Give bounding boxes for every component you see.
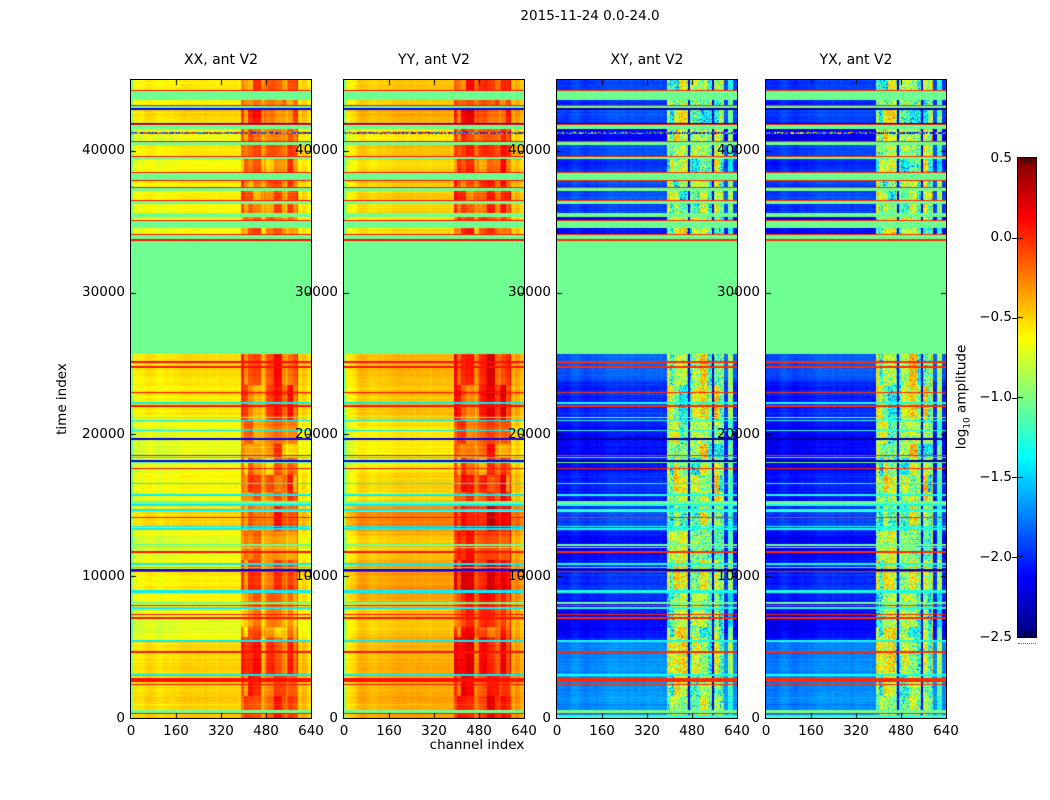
y-tick-label: 10000	[717, 567, 760, 584]
y-tick-label: 20000	[508, 425, 551, 442]
panel-title-xx: XX, ant V2	[184, 52, 258, 68]
x-tick-label: 0	[552, 723, 562, 739]
x-tick-label: 480	[253, 723, 279, 739]
colorbar-tick-label: −2.0	[979, 548, 1012, 565]
x-tick-label: 640	[511, 723, 537, 739]
heatmap-xx	[130, 79, 312, 719]
colorbar-tick-label: −0.5	[979, 309, 1012, 326]
y-tick-label: 40000	[717, 142, 760, 159]
colorbar-tick-label: −2.5	[979, 628, 1012, 645]
y-tick-label: 0	[329, 709, 338, 726]
y-tick-label: 40000	[82, 142, 125, 159]
x-tick-label: 480	[888, 723, 914, 739]
y-tick-label: 20000	[295, 425, 338, 442]
y-tick-label: 30000	[295, 284, 338, 301]
x-tick-label: 160	[798, 723, 824, 739]
colorbar-tick-label: −1.0	[979, 389, 1012, 405]
colorbar-tick-mark	[1012, 477, 1017, 479]
y-tick-label: 0	[542, 709, 551, 726]
colorbar-tick-mark	[1012, 237, 1017, 239]
figure-title: 2015-11-24 0.0-24.0	[520, 8, 660, 24]
x-tick-label: 640	[724, 723, 750, 739]
y-tick-label: 30000	[82, 284, 125, 301]
y-tick-label: 20000	[82, 425, 125, 442]
y-tick-label: 10000	[82, 567, 125, 584]
x-tick-label: 640	[933, 723, 959, 739]
colorbar-tick-mark	[1012, 397, 1017, 399]
x-tick-label: 320	[843, 723, 869, 739]
x-tick-label: 160	[163, 723, 189, 739]
x-tick-label: 320	[421, 723, 447, 739]
x-tick-label: 320	[634, 723, 660, 739]
heatmap-yy	[343, 79, 525, 719]
y-tick-label: 10000	[508, 567, 551, 584]
colorbar-tick-label: −1.5	[979, 468, 1012, 485]
y-tick-label: 0	[751, 709, 760, 726]
x-tick-label: 480	[466, 723, 492, 739]
y-tick-label: 40000	[508, 142, 551, 159]
x-tick-label: 320	[208, 723, 234, 739]
colorbar-tick-mark	[1012, 317, 1017, 319]
colorbar-under-dots	[1018, 643, 1036, 644]
y-tick-label: 30000	[717, 284, 760, 301]
colorbar-tick-mark	[1012, 557, 1017, 559]
panel-title-yx: YX, ant V2	[819, 52, 893, 68]
x-tick-label: 480	[679, 723, 705, 739]
colorbar-gradient	[1017, 157, 1037, 638]
colorbar-tick-label: 0.5	[990, 149, 1012, 166]
x-axis-label: channel index	[429, 737, 525, 753]
y-tick-label: 10000	[295, 567, 338, 584]
y-tick-label: 0	[116, 709, 125, 726]
x-tick-label: 0	[761, 723, 771, 739]
y-axis-label: time index	[54, 363, 70, 435]
x-tick-label: 0	[126, 723, 136, 739]
x-tick-label: 160	[589, 723, 615, 739]
y-tick-label: 30000	[508, 284, 551, 301]
heatmap-xy	[556, 79, 738, 719]
colorbar-tick-label: 0.0	[990, 229, 1012, 246]
panel-title-xy: XY, ant V2	[610, 52, 684, 68]
y-tick-label: 40000	[295, 142, 338, 159]
heatmap-yx	[765, 79, 947, 719]
y-tick-label: 20000	[717, 425, 760, 442]
panel-title-yy: YY, ant V2	[398, 52, 470, 68]
x-tick-label: 160	[376, 723, 402, 739]
x-tick-label: 640	[298, 723, 324, 739]
x-tick-label: 0	[339, 723, 349, 739]
